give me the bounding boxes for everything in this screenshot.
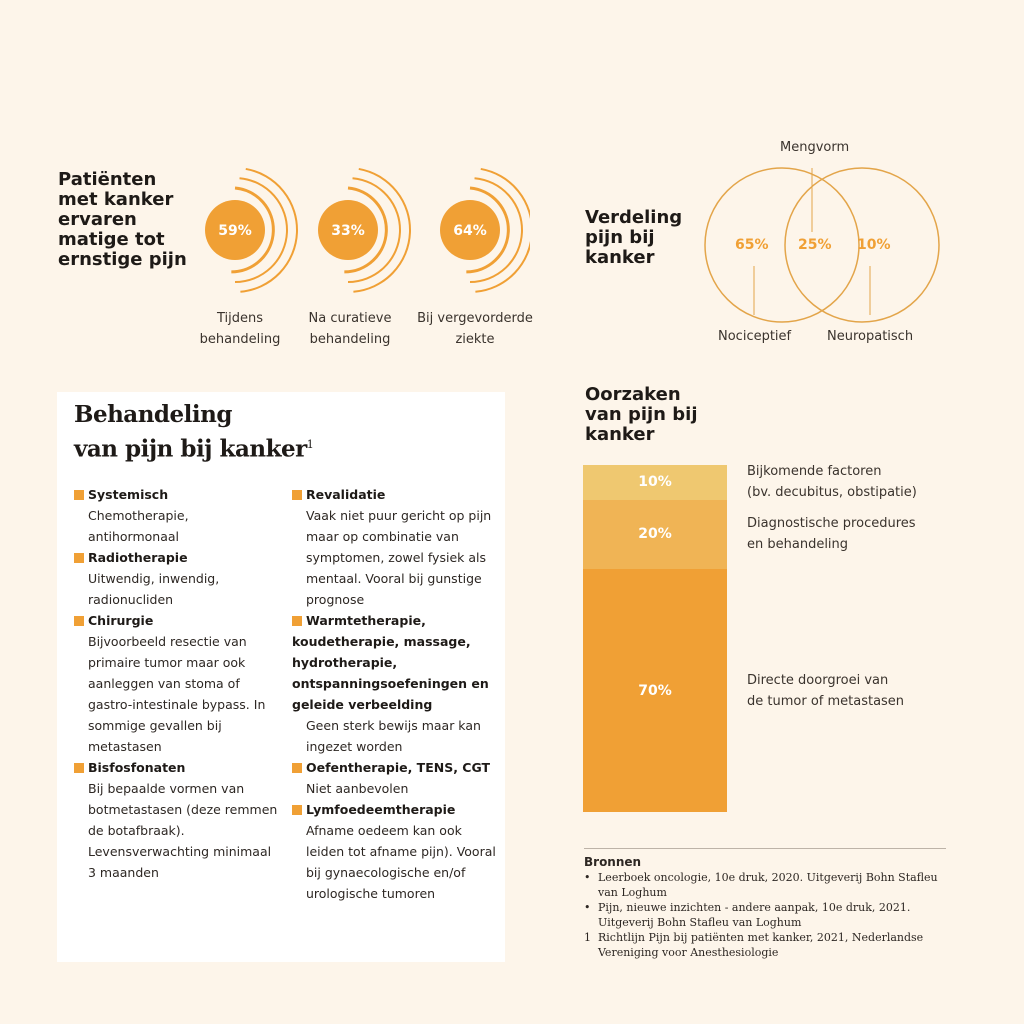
legend-line: (bv. decubitus, obstipatie) xyxy=(747,485,917,501)
treatment-text: Uitwendig, inwendig, radionucliden xyxy=(88,571,220,607)
stacked-bar: 10% 20% 70% xyxy=(583,465,727,812)
treatment-item: Revalidatie Vaak niet puur gericht op pij… xyxy=(292,484,497,610)
prevalence-arc xyxy=(466,186,510,274)
prevalence-label-2: Na curatieve behandeling xyxy=(308,311,392,347)
prevalence-arc xyxy=(469,177,523,283)
treatment-text: Chemotherapie, antihormonaal xyxy=(88,508,189,544)
prevalence-circle xyxy=(205,200,265,260)
treatment-title: Behandeling van pijn bij kanker1 xyxy=(74,400,314,465)
bar-legend-item: Bijkomende factoren (bv. decubitus, obsti… xyxy=(747,461,917,503)
source-item: • Pijn, nieuwe inzichten - andere aanpak,… xyxy=(584,900,946,930)
prevalence-value: 64% xyxy=(453,223,487,239)
bar-segment-label: 20% xyxy=(638,526,672,543)
bar-legend-item: Directe doorgroei van de tumor of metasta… xyxy=(747,670,904,712)
treatment-heading: Revalidatie xyxy=(306,487,386,502)
prevalence-arc xyxy=(240,167,298,293)
treatment-item: Bisfosfonaten Bij bepaalde vormen van bot… xyxy=(74,757,279,883)
prevalence-arc xyxy=(347,177,401,283)
bar-segment: 10% xyxy=(583,465,727,500)
legend-line: de tumor of metastasen xyxy=(747,693,905,709)
venn-label-right: Neuropatisch xyxy=(827,329,914,344)
source-marker: • xyxy=(584,901,591,914)
square-bullet-icon xyxy=(292,616,302,626)
bar-segment: 20% xyxy=(583,499,727,570)
footnote-marker: 1 xyxy=(306,438,314,451)
square-bullet-icon xyxy=(292,805,302,815)
treatment-item: Lymfoedeemtherapie Afname oedeem kan ook … xyxy=(292,799,497,904)
treatment-item: Systemisch Chemotherapie, antihormonaal xyxy=(74,484,279,547)
venn-value-right: 10% xyxy=(857,237,891,253)
treatment-title-line1: Behandeling xyxy=(74,401,232,428)
bar-legend: Bijkomende factoren (bv. decubitus, obsti… xyxy=(747,464,967,812)
prevalence-arc xyxy=(475,167,530,293)
treatment-item: Warmtetherapie, koudetherapie, massage, … xyxy=(292,610,497,757)
source-marker: 1 xyxy=(584,931,591,944)
legend-line: Diagnostische procedures xyxy=(747,516,916,532)
divider xyxy=(584,848,946,849)
treatment-text: Niet aanbevolen xyxy=(306,781,409,796)
venn-label-left: Nociceptief xyxy=(718,329,792,344)
venn-circle-nociceptive xyxy=(704,167,860,323)
sources-title: Bronnen xyxy=(584,855,642,869)
prevalence-arc xyxy=(353,167,411,293)
prevalence-arc xyxy=(234,177,288,283)
prevalence-arc xyxy=(344,186,388,274)
square-bullet-icon xyxy=(74,553,84,563)
treatment-heading: Oefentherapie, TENS, CGT xyxy=(306,760,491,775)
treatment-heading: Systemisch xyxy=(88,487,169,502)
treatment-text: Afname oedeem kan ook leiden tot afname … xyxy=(306,823,496,901)
legend-line: Bijkomende factoren xyxy=(747,464,882,480)
square-bullet-icon xyxy=(74,763,84,773)
source-item: 1 Richtlijn Pijn bij patiënten met kanker… xyxy=(584,930,946,960)
prevalence-rings: 59% 33% 64% xyxy=(205,167,530,293)
prevalence-circle xyxy=(318,200,378,260)
treatment-column-2: Revalidatie Vaak niet puur gericht op pij… xyxy=(292,484,497,904)
prevalence-label-3: Bij vergevorderde ziekte xyxy=(417,311,533,347)
bar-segment-label: 10% xyxy=(638,474,672,491)
venn-circle-neuropathic xyxy=(784,167,940,323)
treatment-text: Geen sterk bewijs maar kan ingezet worde… xyxy=(306,718,481,754)
sources: Bronnen • Leerboek oncologie, 10e druk, 2… xyxy=(584,855,946,960)
treatment-box: Behandeling van pijn bij kanker1 Systemi… xyxy=(57,392,505,962)
prevalence-value: 33% xyxy=(331,223,365,239)
square-bullet-icon xyxy=(74,490,84,500)
venn-diagram xyxy=(704,167,940,323)
prevalence-label-1: Tijdens behandeling xyxy=(199,311,281,347)
treatment-heading: Radiotherapie xyxy=(88,550,188,565)
treatment-heading: Warmtetherapie, koudetherapie, massage, … xyxy=(292,613,489,712)
treatment-item: Chirurgie Bijvoorbeeld resectie van prima… xyxy=(74,610,279,757)
source-marker: • xyxy=(584,871,591,884)
treatment-item: Oefentherapie, TENS, CGT Niet aanbevolen xyxy=(292,757,497,799)
distribution-title: Verdeling pijn bij kanker xyxy=(585,207,683,268)
source-text: Pijn, nieuwe inzichten - andere aanpak, … xyxy=(598,901,911,929)
bar-segment-label: 70% xyxy=(638,682,672,699)
venn-value-middle: 25% xyxy=(798,237,832,253)
prevalence-title: Patiënten met kanker ervaren matige tot … xyxy=(58,169,187,270)
square-bullet-icon xyxy=(292,763,302,773)
treatment-column-1: Systemisch Chemotherapie, antihormonaal Ra… xyxy=(74,484,279,883)
square-bullet-icon xyxy=(292,490,302,500)
legend-line: en behandeling xyxy=(747,537,849,553)
treatment-heading: Lymfoedeemtherapie xyxy=(306,802,456,817)
bar-legend-item: Diagnostische procedures en behandeling xyxy=(747,513,916,555)
treatment-heading: Bisfosfonaten xyxy=(88,760,186,775)
source-text: Richtlijn Pijn bij patiënten met kanker,… xyxy=(598,931,924,959)
treatment-heading: Chirurgie xyxy=(88,613,154,628)
venn-value-left: 65% xyxy=(735,237,769,253)
treatment-item: Radiotherapie Uitwendig, inwendig, radion… xyxy=(74,547,279,610)
prevalence-arc xyxy=(231,186,275,274)
source-text: Leerboek oncologie, 10e druk, 2020. Uitg… xyxy=(598,871,938,899)
venn-label-mixed: Mengvorm xyxy=(780,140,850,155)
square-bullet-icon xyxy=(74,616,84,626)
bar-segment: 70% xyxy=(583,569,727,812)
causes-title: Oorzaken van pijn bij kanker xyxy=(585,384,698,445)
source-item: • Leerboek oncologie, 10e druk, 2020. Uit… xyxy=(584,870,946,900)
treatment-text: Bij bepaalde vormen van botmetastasen (d… xyxy=(88,781,278,880)
prevalence-value: 59% xyxy=(218,223,252,239)
treatment-text: Bijvoorbeeld resectie van primaire tumor… xyxy=(88,634,266,754)
treatment-text: Vaak niet puur gericht op pijn maar op c… xyxy=(306,508,492,607)
legend-line: Directe doorgroei van xyxy=(747,672,889,688)
treatment-title-line2: van pijn bij kanker xyxy=(74,435,307,463)
prevalence-circle xyxy=(440,200,500,260)
